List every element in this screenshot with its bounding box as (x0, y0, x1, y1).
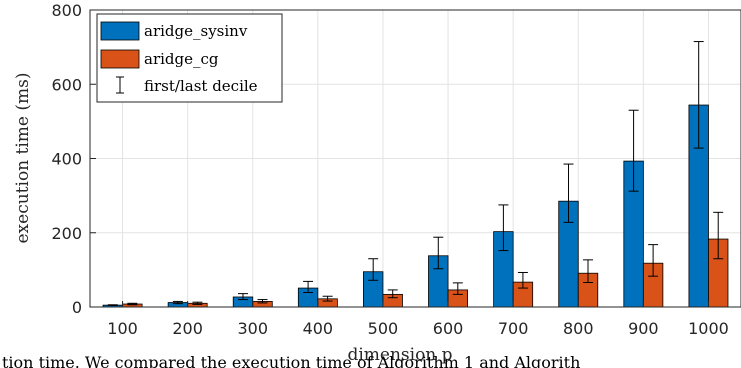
error-bar-aridge-sysinv-100 (107, 304, 118, 307)
error-bar-aridge-sysinv-600 (433, 236, 444, 270)
error-bar-aridge-cg-200 (192, 301, 203, 305)
x-tick-label: 800 (563, 319, 594, 338)
legend-errorbar-icon (116, 76, 124, 94)
legend-label-decile: first/last decile (144, 77, 258, 95)
legend-label-aridge-sysinv: aridge_sysinv (144, 22, 248, 40)
y-tick-label: 0 (72, 298, 82, 317)
x-tick-label: 700 (498, 319, 529, 338)
error-bar-aridge-sysinv-500 (368, 258, 379, 281)
error-bar-aridge-sysinv-400 (303, 280, 314, 294)
y-axis-title: execution time (ms) (13, 73, 33, 244)
error-bars-layer (107, 41, 724, 307)
error-bar-aridge-sysinv-1000 (693, 41, 704, 149)
legend: aridge_sysinv aridge_cg first/last decil… (96, 13, 283, 103)
x-tick-label: 600 (433, 319, 464, 338)
x-axis-title: dimension p (347, 345, 452, 365)
error-bar-aridge-cg-800 (583, 259, 594, 283)
error-bar-aridge-sysinv-200 (172, 300, 183, 305)
x-tick-label: 400 (303, 319, 334, 338)
x-tick-label: 200 (172, 319, 203, 338)
error-bar-aridge-cg-400 (322, 295, 333, 302)
error-bar-aridge-cg-600 (452, 282, 463, 295)
x-tick-label: 500 (368, 319, 399, 338)
caption-fragment: tion time. We compared the execution tim… (2, 353, 580, 368)
x-tick-label: 1000 (688, 319, 729, 338)
error-bar-aridge-cg-100 (127, 302, 138, 306)
x-tick-label: 300 (237, 319, 268, 338)
x-tick-label: 900 (628, 319, 659, 338)
bars-layer (102, 104, 729, 308)
x-tick-label: 100 (107, 319, 138, 338)
legend-swatch-aridge-sysinv (100, 21, 140, 41)
error-bar-aridge-cg-900 (648, 244, 659, 277)
legend-label-aridge-cg: aridge_cg (144, 50, 219, 68)
error-bar-aridge-cg-1000 (713, 211, 724, 260)
error-bar-aridge-cg-700 (517, 271, 528, 289)
legend-swatch-aridge-cg (100, 49, 140, 69)
error-bar-aridge-sysinv-800 (563, 163, 574, 223)
error-bar-aridge-sysinv-300 (237, 293, 248, 301)
y-tick-label: 600 (51, 75, 82, 94)
error-bar-aridge-sysinv-700 (498, 204, 509, 252)
error-bar-aridge-sysinv-900 (628, 109, 639, 192)
x-axis-ticks: 100 200 300 400 500 600 700 800 900 1000 (107, 301, 729, 338)
y-axis-ticks: 0 200 400 600 800 (51, 1, 96, 317)
y-tick-label: 200 (51, 224, 82, 243)
y-tick-label: 400 (51, 150, 82, 169)
y-tick-label: 800 (51, 1, 82, 20)
error-bar-aridge-cg-300 (257, 299, 268, 304)
error-bar-aridge-cg-500 (387, 289, 398, 299)
